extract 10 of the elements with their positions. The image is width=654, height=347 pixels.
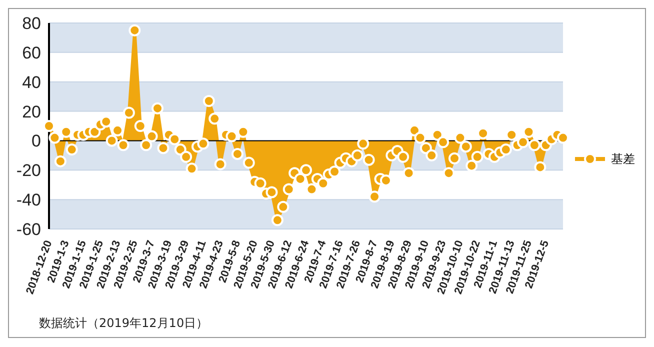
y-tick-label: 60 <box>22 43 41 62</box>
y-tick-label: 40 <box>22 72 41 92</box>
y-tick-label: 20 <box>22 102 41 122</box>
y-tick-label: 80 <box>22 14 41 34</box>
y-tick-label: -40 <box>16 190 41 210</box>
y-tick-label: -20 <box>16 161 41 180</box>
legend-label: 基差 <box>611 150 635 168</box>
text: 数据统计（2019年12月10日） <box>39 315 208 332</box>
y-tick-label: 0 <box>32 132 41 151</box>
y-tick-label: -60 <box>16 220 41 240</box>
